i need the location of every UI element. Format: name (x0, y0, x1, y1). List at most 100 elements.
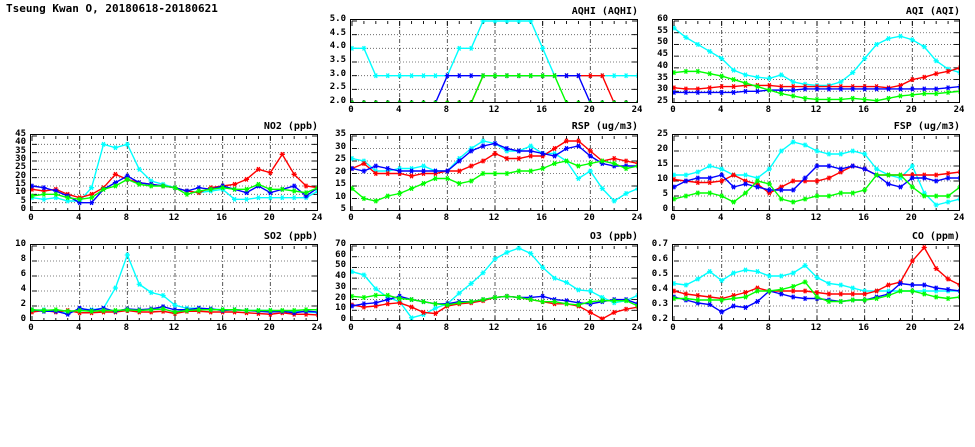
xtick-label-o3: 16 (536, 323, 548, 333)
series-marker-green (468, 178, 474, 184)
series-marker-red (408, 173, 415, 179)
series-marker-blue (945, 286, 951, 293)
series-marker-green (754, 178, 761, 184)
series-marker-cyan (885, 35, 892, 42)
series-marker-green (778, 196, 784, 202)
series-marker-cyan (790, 270, 796, 276)
series-marker-red (361, 160, 367, 167)
series-marker-green (766, 87, 772, 93)
panel-title-co: CO (ppm) (911, 231, 960, 242)
series-marker-cyan (540, 45, 546, 51)
series-marker-cyan (611, 198, 617, 204)
series-marker-green (409, 100, 414, 102)
series-marker-red (492, 150, 498, 157)
xtick-label-no2: 24 (311, 213, 323, 223)
plot-canvas-fsp (673, 135, 959, 210)
series-marker-cyan (373, 286, 379, 292)
series-marker-red (480, 158, 486, 164)
series-marker-blue (468, 73, 474, 79)
series-marker-green (492, 170, 498, 177)
series-marker-green (361, 294, 367, 301)
series-marker-green (576, 100, 581, 102)
series-marker-cyan (255, 195, 262, 201)
series-marker-green (719, 73, 725, 79)
series-marker-blue (361, 301, 367, 307)
series-marker-green (551, 73, 558, 79)
series-marker-green (432, 175, 439, 182)
panel-no2: NO2 (ppb) 0 5 10 15 20 25 30 35 40 45 0 4 8 12 16 20 24 (15, 121, 322, 223)
series-marker-cyan (921, 44, 927, 50)
series-marker-red (41, 188, 47, 194)
xtick-label-aqi: 12 (810, 105, 822, 115)
series-marker-blue (945, 175, 951, 181)
series-marker-red (814, 289, 820, 296)
series-marker-red (563, 138, 570, 144)
series-marker-green (267, 186, 273, 192)
series-marker-blue (719, 89, 725, 96)
xtick-label-rsp: 0 (348, 213, 354, 223)
series-marker-green (826, 96, 832, 102)
series-marker-blue (361, 168, 367, 174)
series-marker-red (397, 300, 403, 306)
series-marker-blue (957, 175, 959, 181)
series-marker-green (77, 196, 83, 202)
series-marker-green (160, 306, 166, 312)
series-marker-blue (563, 298, 570, 304)
series-marker-red (695, 179, 701, 186)
series-marker-green (730, 295, 737, 302)
xtick-label-co: 12 (810, 323, 822, 333)
xtick-label-co: 16 (858, 323, 870, 333)
series-marker-cyan (136, 281, 142, 287)
xtick-label-fsp: 24 (953, 213, 965, 223)
series-marker-green (492, 73, 498, 79)
series-marker-cyan (432, 73, 439, 79)
series-marker-cyan (243, 196, 250, 202)
xtick-label-o3: 0 (348, 323, 354, 333)
series-marker-cyan (373, 73, 379, 79)
xtick-label-co: 8 (765, 323, 772, 333)
xtick-label-aqi: 4 (717, 105, 724, 115)
series-marker-blue (551, 153, 558, 159)
ytick-label-no2: 25 (15, 162, 26, 173)
xtick-label-o3: 24 (631, 323, 643, 333)
xtick-label-rsp: 12 (488, 213, 500, 223)
series-marker-blue (444, 73, 450, 79)
series-marker-cyan (361, 45, 367, 51)
xtick-label-rsp: 4 (395, 213, 402, 223)
series-marker-cyan (41, 196, 47, 202)
series-marker-green (220, 307, 226, 313)
series-marker-green (65, 195, 71, 201)
series-marker-cyan (351, 269, 355, 275)
series-marker-cyan (873, 41, 880, 48)
series-marker-green (909, 92, 915, 98)
xtick-label-fsp: 16 (858, 213, 870, 223)
series-marker-red (587, 73, 593, 79)
ytick-label-aqhi: 3.0 (329, 68, 346, 79)
series-marker-green (802, 95, 808, 101)
series-marker-cyan (802, 262, 808, 269)
series-marker-red (933, 71, 939, 77)
series-marker-blue (351, 303, 355, 309)
xtick-label-rsp: 16 (536, 213, 548, 223)
xtick-label-so2: 8 (123, 323, 130, 333)
ytick-label-no2: 0 (20, 204, 26, 214)
series-marker-cyan (420, 73, 427, 79)
series-marker-green (148, 183, 154, 189)
series-marker-red (945, 276, 951, 282)
series-marker-cyan (480, 20, 486, 24)
series-marker-cyan (933, 58, 939, 64)
series-marker-red (790, 178, 796, 184)
series-marker-green (623, 298, 629, 304)
series-marker-blue (742, 181, 749, 187)
series-marker-blue (456, 158, 462, 164)
series-marker-green (921, 193, 927, 199)
series-marker-cyan (599, 185, 605, 192)
ytick-label-aqi: 25 (657, 96, 668, 106)
series-marker-blue (397, 168, 403, 174)
series-line-red (673, 165, 959, 194)
series-marker-red (231, 181, 238, 187)
series-marker-red (291, 171, 297, 177)
series-marker-green (933, 91, 939, 97)
ytick-label-o3: 70 (335, 239, 346, 249)
xtick-label-aqhi: 24 (631, 105, 643, 115)
